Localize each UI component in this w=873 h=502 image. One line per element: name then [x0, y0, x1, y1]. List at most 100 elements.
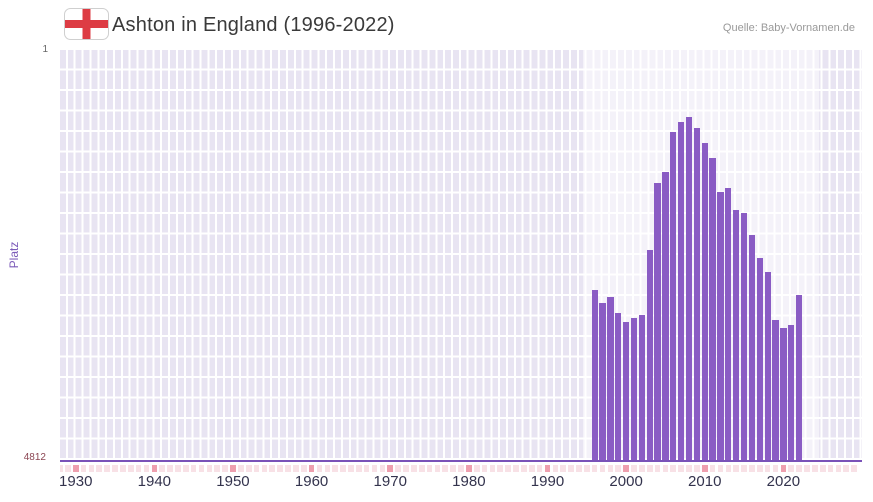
year-tick-2012 [717, 465, 724, 472]
x-tick-label-1940: 1940 [137, 473, 172, 490]
bar-2007[interactable] [678, 122, 685, 460]
bar-2008[interactable] [685, 117, 693, 460]
bar-2000[interactable] [622, 322, 630, 460]
bar-2001[interactable] [630, 318, 638, 460]
year-tick-1942 [167, 465, 173, 472]
plot-area [60, 50, 862, 462]
year-tick-1971 [395, 465, 401, 472]
bar-2002[interactable] [638, 314, 645, 460]
year-tick-2016 [749, 465, 755, 472]
bar-1999[interactable] [615, 313, 622, 460]
bar-1997[interactable] [599, 303, 606, 460]
highlight-region [582, 50, 819, 460]
bar-2010[interactable] [701, 142, 708, 460]
year-tick-1964 [340, 465, 346, 472]
year-tick-1935 [112, 465, 118, 472]
year-tick-1977 [442, 465, 449, 472]
year-tick-1951 [238, 465, 244, 472]
year-tick-1931 [80, 465, 87, 472]
decade-tick-1930 [72, 465, 79, 472]
bar-2017[interactable] [756, 258, 763, 460]
decade-tick-2000 [623, 465, 629, 472]
bar-2005[interactable] [662, 172, 669, 460]
decade-tick-1990 [544, 465, 551, 472]
bar-2021[interactable] [788, 325, 795, 460]
year-tick-1985 [505, 465, 511, 472]
year-tick-1978 [450, 465, 456, 472]
y-tick-bottom: 4812 [23, 452, 46, 463]
year-tick-2023 [804, 465, 810, 472]
source-credit: Quelle: Baby-Vornamen.de [722, 22, 855, 34]
bar-2015[interactable] [740, 213, 748, 460]
year-tick-1979 [458, 465, 464, 472]
bar-2018[interactable] [764, 272, 771, 460]
bar-2004[interactable] [654, 183, 661, 460]
bar-1998[interactable] [607, 297, 614, 460]
year-tick-1929 [65, 465, 71, 472]
year-tick-1955 [269, 465, 276, 472]
year-tick-1995 [583, 465, 590, 472]
decade-tick-1950 [230, 465, 236, 472]
year-tick-1965 [348, 465, 354, 472]
year-tick-2007 [678, 465, 684, 472]
bar-2013[interactable] [725, 187, 732, 460]
year-tick-1944 [182, 465, 189, 472]
year-tick-2014 [733, 465, 740, 472]
year-tick-1976 [434, 465, 441, 472]
year-tick-1996 [591, 465, 598, 472]
year-tick-2029 [851, 465, 857, 472]
bar-2003[interactable] [646, 250, 653, 460]
year-tick-1952 [245, 465, 252, 472]
y-tick-top: 1 [42, 44, 48, 55]
decade-tick-2010 [701, 465, 708, 472]
bar-2011[interactable] [709, 158, 716, 460]
year-tick-2019 [772, 465, 779, 472]
year-tick-1966 [355, 465, 362, 472]
year-tick-1936 [120, 465, 126, 472]
year-tick-1954 [261, 465, 268, 472]
year-tick-1974 [418, 465, 425, 472]
year-tick-1987 [521, 465, 527, 472]
x-tick-label-1980: 1980 [452, 473, 486, 490]
x-tick-label-1970: 1970 [373, 473, 407, 490]
bars-container [60, 50, 862, 460]
bar-2006[interactable] [670, 132, 677, 460]
year-tick-2018 [764, 465, 771, 472]
year-tick-1975 [426, 465, 433, 472]
year-tick-1959 [300, 465, 307, 472]
y-axis-label: Platz [7, 241, 21, 269]
year-tick-1949 [222, 465, 228, 472]
bar-2022[interactable] [795, 294, 803, 460]
year-tick-1969 [379, 465, 386, 472]
bar-2020[interactable] [780, 328, 787, 460]
bar-2014[interactable] [733, 210, 740, 460]
bar-2016[interactable] [748, 234, 756, 460]
year-tick-1999 [615, 465, 622, 472]
year-tick-1948 [214, 465, 221, 472]
year-tick-2009 [694, 465, 700, 472]
year-tick-1983 [489, 465, 496, 472]
decade-tick-1980 [466, 465, 472, 472]
year-tick-2006 [670, 465, 677, 472]
year-tick-1998 [607, 465, 614, 472]
year-tick-2004 [654, 465, 661, 472]
england-flag-icon [64, 8, 109, 40]
year-tick-1943 [175, 465, 181, 472]
bar-2009[interactable] [693, 127, 701, 460]
year-tick-2028 [843, 465, 850, 472]
year-tick-1968 [371, 465, 378, 472]
year-tick-1947 [206, 465, 213, 472]
bar-1996[interactable] [591, 290, 598, 460]
year-tick-2005 [662, 465, 669, 472]
x-tick-label-1950: 1950 [216, 473, 250, 490]
year-tick-1939 [143, 465, 150, 472]
year-tick-2013 [725, 465, 732, 472]
chart-header: Ashton in England (1996-2022) Quelle: Ba… [0, 0, 873, 50]
year-tick-1962 [324, 465, 331, 472]
x-tick-label-2000: 2000 [609, 473, 643, 490]
year-tick-1993 [568, 465, 574, 472]
bar-2012[interactable] [717, 192, 724, 460]
year-tick-1953 [253, 465, 260, 472]
bar-2019[interactable] [772, 320, 779, 460]
